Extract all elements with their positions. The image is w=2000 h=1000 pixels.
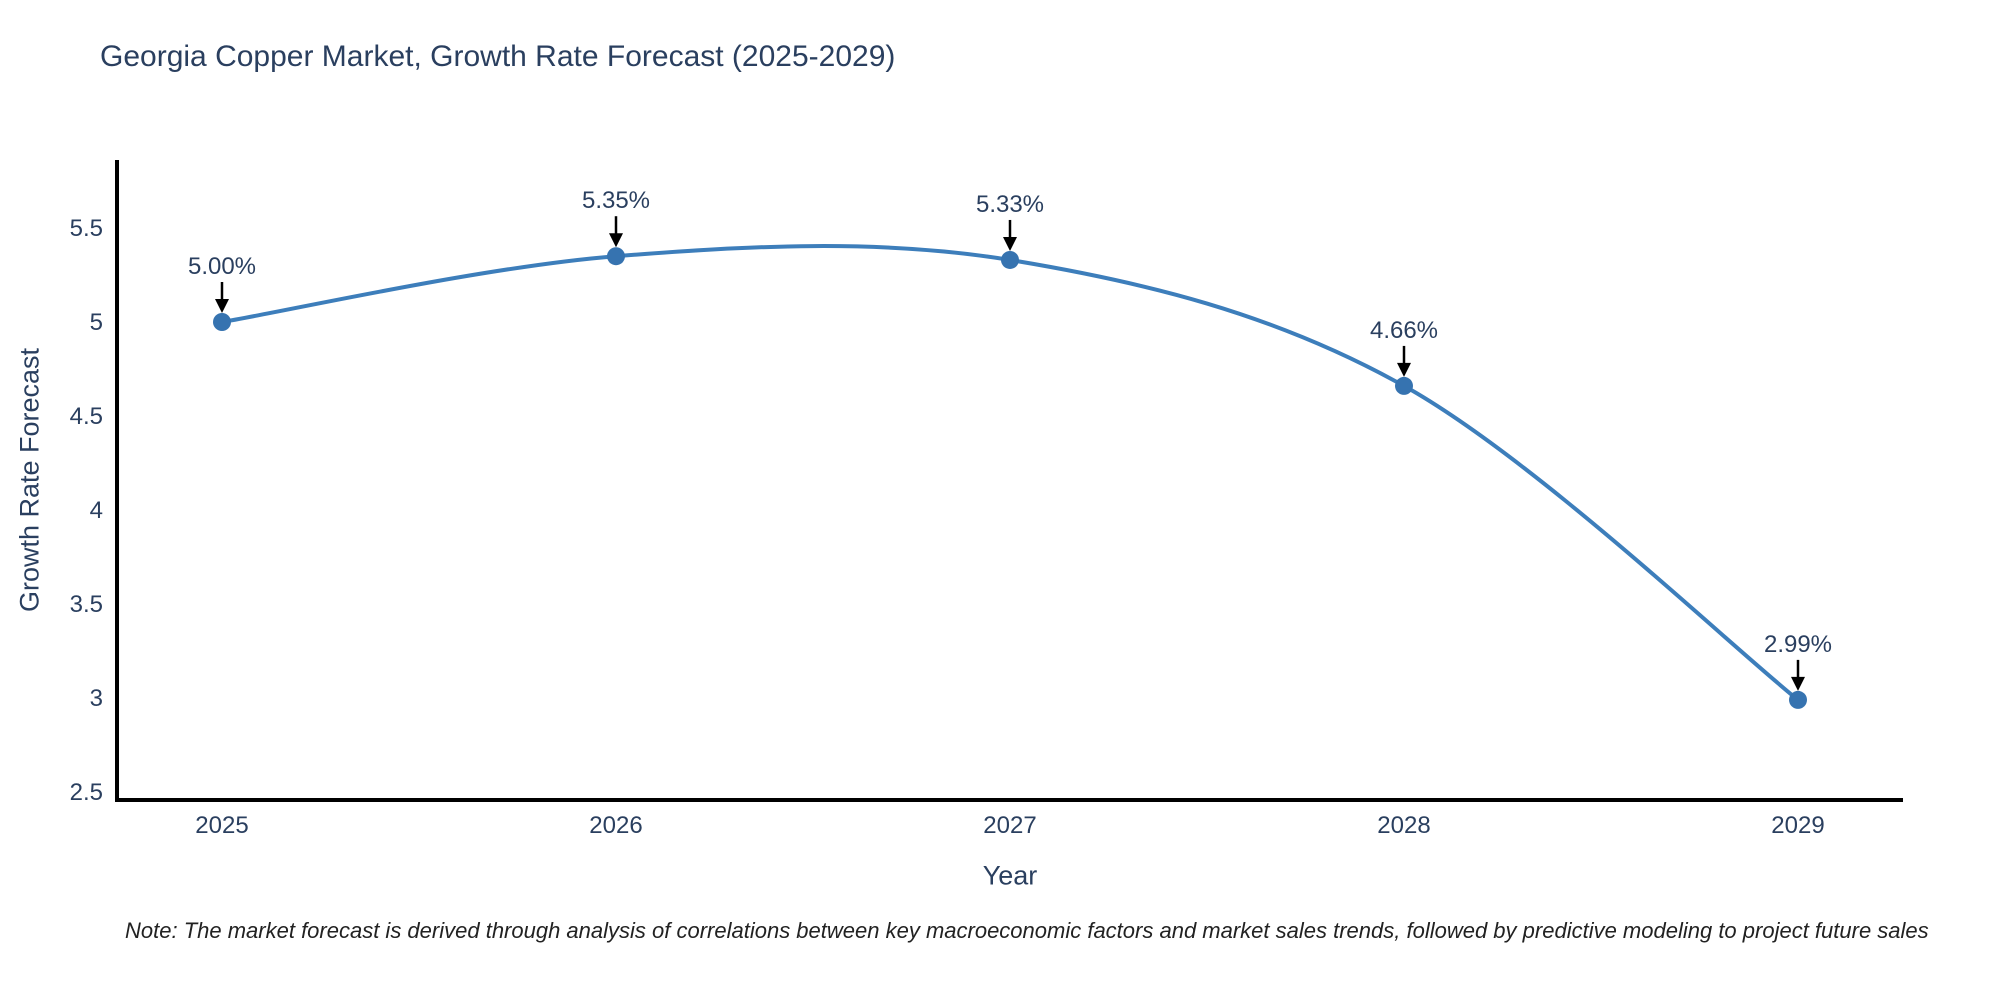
y-tick-label: 4.5 <box>70 403 103 430</box>
x-tick-label: 2026 <box>589 812 642 839</box>
point-value-label: 2.99% <box>1764 631 1832 658</box>
series-line <box>220 244 1800 702</box>
footnote: Note: The market forecast is derived thr… <box>125 918 1929 943</box>
annotation-arrow-head <box>609 233 623 248</box>
x-axis-title: Year <box>982 860 1038 891</box>
point-value-label: 5.33% <box>976 191 1044 218</box>
axis-lines <box>115 160 1903 802</box>
y-tick-label: 5.5 <box>70 215 103 242</box>
y-tick-label: 3 <box>90 685 103 712</box>
data-point-marker <box>1001 250 1019 269</box>
point-value-label: 5.00% <box>188 253 256 280</box>
annotation-arrow-head <box>215 299 229 313</box>
x-tick-label: 2029 <box>1771 812 1824 839</box>
point-value-label: 5.35% <box>582 187 650 214</box>
annotation-arrow-head <box>1791 676 1805 691</box>
annotation-arrow-head <box>1397 362 1411 377</box>
x-tick-label: 2025 <box>195 812 248 839</box>
point-value-label: 4.66% <box>1370 317 1438 344</box>
y-tick-label: 2.5 <box>70 779 103 806</box>
data-point-marker <box>1395 376 1413 395</box>
y-tick-label: 3.5 <box>70 591 103 618</box>
y-tick-label: 4 <box>90 497 103 524</box>
x-tick-label: 2027 <box>983 812 1036 839</box>
x-tick-label: 2028 <box>1377 812 1430 839</box>
data-point-marker <box>213 313 231 331</box>
chart-title: Georgia Copper Market, Growth Rate Forec… <box>100 40 896 73</box>
annotation-arrow-head <box>1003 236 1017 251</box>
y-tick-label: 5 <box>90 309 103 336</box>
data-point-marker <box>607 247 625 266</box>
data-point-marker <box>1789 690 1807 709</box>
